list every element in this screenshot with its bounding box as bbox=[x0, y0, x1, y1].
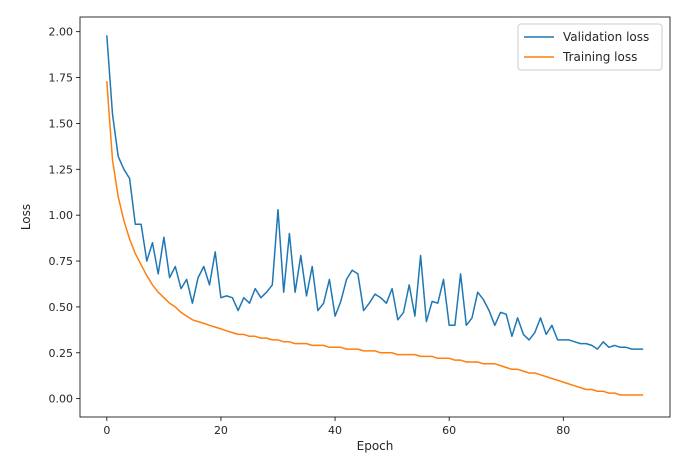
series-line-training-loss bbox=[106, 81, 644, 396]
x-axis: 0 20 40 60 80 bbox=[103, 417, 570, 437]
plot-frame bbox=[79, 16, 671, 418]
y-tick-label: 1.50 bbox=[49, 117, 74, 130]
legend-box bbox=[517, 23, 663, 71]
x-tick-label: 40 bbox=[328, 424, 342, 437]
legend-label-training: Training loss bbox=[562, 50, 637, 64]
x-tick-label: 60 bbox=[442, 424, 456, 437]
y-axis: 0.00 0.25 0.50 0.75 1.00 1.25 1.50 1.75 2.00 bbox=[49, 26, 80, 406]
y-tick-label: 0.00 bbox=[49, 393, 74, 406]
x-tick-label: 0 bbox=[103, 424, 110, 437]
y-tick-label: 1.00 bbox=[49, 209, 74, 222]
legend-label-validation: Validation loss bbox=[563, 30, 649, 44]
y-tick-label: 2.00 bbox=[49, 26, 74, 39]
x-tick-label: 80 bbox=[556, 424, 570, 437]
plot-series bbox=[106, 35, 644, 396]
y-tick-label: 1.75 bbox=[49, 72, 74, 85]
x-axis-label: Epoch bbox=[357, 439, 394, 453]
y-tick-label: 1.25 bbox=[49, 163, 74, 176]
y-axis-label: Loss bbox=[19, 204, 33, 230]
y-tick-label: 0.50 bbox=[49, 301, 74, 314]
y-tick-label: 0.25 bbox=[49, 347, 74, 360]
legend: Validation loss Training loss bbox=[517, 23, 663, 71]
series-line-validation-loss bbox=[106, 35, 644, 350]
y-tick-label: 0.75 bbox=[49, 255, 74, 268]
x-tick-label: 20 bbox=[214, 424, 228, 437]
